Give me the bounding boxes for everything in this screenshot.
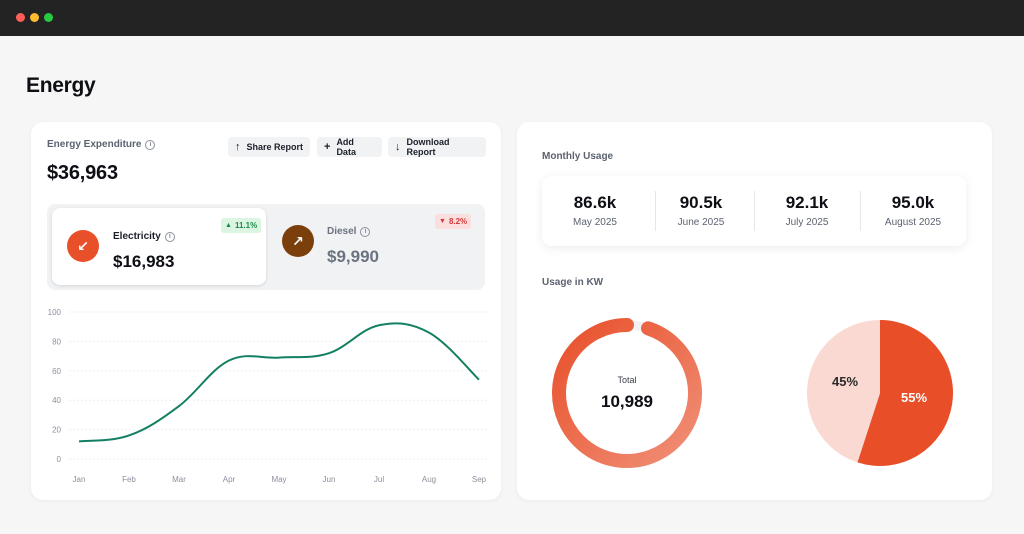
stat-june: 90.5k June 2025 — [648, 176, 754, 246]
expenditure-total: $36,963 — [47, 162, 118, 184]
pie-slice-label: 45% — [832, 374, 859, 389]
usage-card: Monthly Usage 86.6k May 2025 90.5k June … — [517, 122, 992, 500]
monthly-usage-label: Monthly Usage — [542, 151, 614, 162]
x-tick-label: Apr — [223, 475, 236, 484]
arrow-down-left-icon: ↙ — [67, 230, 99, 262]
expenditure-header: Energy Expenditure i — [47, 139, 156, 150]
arrow-up-icon: ↑ — [235, 141, 241, 153]
x-tick-label: Jul — [374, 475, 384, 484]
y-tick-label: 40 — [52, 396, 61, 405]
x-tick-label: Jun — [323, 475, 336, 484]
stat-value: 92.1k — [785, 193, 829, 212]
x-tick-label: Feb — [122, 475, 136, 484]
source-value-electricity: $16,983 — [113, 252, 175, 271]
arrow-down-icon: ↓ — [395, 141, 401, 153]
arrow-up-right-icon: ↗ — [282, 225, 314, 257]
diesel-label: Diesel — [327, 226, 357, 237]
change-badge-diesel: ▼ 8.2% — [435, 214, 472, 229]
x-tick-label: Mar — [172, 475, 186, 484]
trend-down-icon: ▼ — [439, 218, 446, 225]
donut-total-value: 10,989 — [601, 392, 653, 411]
stat-may: 86.6k May 2025 — [542, 176, 648, 246]
energy-expenditure-card: Energy Expenditure i $36,963 ↑ Share Repo… — [31, 122, 501, 500]
source-value-diesel: $9,990 — [327, 247, 379, 266]
info-icon[interactable]: i — [145, 140, 156, 150]
stat-divider — [655, 191, 656, 231]
share-report-button[interactable]: ↑ Share Report — [228, 137, 310, 157]
stat-value: 86.6k — [573, 193, 617, 212]
maximize-window-button[interactable] — [44, 13, 53, 22]
usage-donut-chart — [552, 318, 702, 468]
x-tick-label: May — [271, 475, 286, 484]
stat-value: 90.5k — [679, 193, 723, 212]
source-name-electricity: Electricity i — [113, 231, 175, 242]
info-icon[interactable]: i — [360, 227, 371, 237]
expenditure-series-line — [78, 322, 480, 443]
page-title: Energy — [26, 74, 96, 97]
donut-total-label: Total — [617, 375, 637, 385]
share-report-label: Share Report — [246, 142, 304, 152]
usage-pie-chart — [807, 320, 953, 466]
close-window-button[interactable] — [16, 13, 25, 22]
y-tick-label: 100 — [48, 308, 62, 317]
donut-progress-arc — [552, 318, 702, 468]
expenditure-line-chart: 0 20 40 60 80 100 Jan Feb Mar Apr May Jun Jul Aug Sep — [48, 308, 487, 484]
download-report-label: Download Report — [406, 137, 450, 157]
plus-icon: + — [324, 141, 331, 153]
stat-month: August 2025 — [884, 217, 942, 228]
stat-july: 92.1k July 2025 — [754, 176, 860, 246]
change-badge-electricity: ▲ 11.1% — [221, 218, 262, 233]
stat-value: 95.0k — [891, 193, 935, 212]
stat-divider — [860, 191, 861, 231]
change-value-electricity: 11.1% — [234, 221, 258, 230]
electricity-label: Electricity — [113, 231, 161, 242]
add-data-button[interactable]: + Add Data — [317, 137, 382, 157]
stat-month: July 2025 — [785, 217, 829, 228]
y-tick-label: 0 — [57, 455, 62, 464]
stat-month: June 2025 — [677, 217, 725, 228]
trend-up-icon: ▲ — [225, 222, 232, 229]
x-tick-label: Jan — [73, 475, 86, 484]
stat-divider — [754, 191, 755, 231]
monthly-stats-panel: 86.6k May 2025 90.5k June 2025 92.1k Jul… — [542, 176, 966, 246]
source-tab-electricity[interactable]: ↙ Electricity i $16,983 ▲ 11.1% — [52, 208, 266, 285]
stat-august: 95.0k August 2025 — [860, 176, 966, 246]
window-titlebar — [0, 0, 1024, 36]
minimize-window-button[interactable] — [30, 13, 39, 22]
add-data-label: Add Data — [336, 137, 356, 157]
expenditure-label: Energy Expenditure — [47, 139, 142, 150]
pie-slice — [857, 320, 953, 466]
y-tick-label: 60 — [52, 367, 61, 376]
usage-kw-label: Usage in KW — [542, 277, 604, 288]
change-value-diesel: 8.2% — [448, 217, 468, 226]
x-tick-label: Aug — [422, 475, 436, 484]
source-name-diesel: Diesel i — [327, 226, 371, 237]
energy-source-selector: ↙ Electricity i $16,983 ▲ 11.1% ↗ Diesel i… — [47, 204, 485, 290]
pie-slice-label: 55% — [901, 390, 928, 405]
x-tick-label: Sep — [472, 475, 487, 484]
stat-month: May 2025 — [573, 217, 617, 228]
y-tick-label: 20 — [52, 426, 61, 435]
pie-slice — [807, 320, 880, 463]
info-icon[interactable]: i — [164, 232, 175, 242]
download-report-button[interactable]: ↓ Download Report — [388, 137, 486, 157]
y-tick-label: 80 — [52, 337, 61, 346]
